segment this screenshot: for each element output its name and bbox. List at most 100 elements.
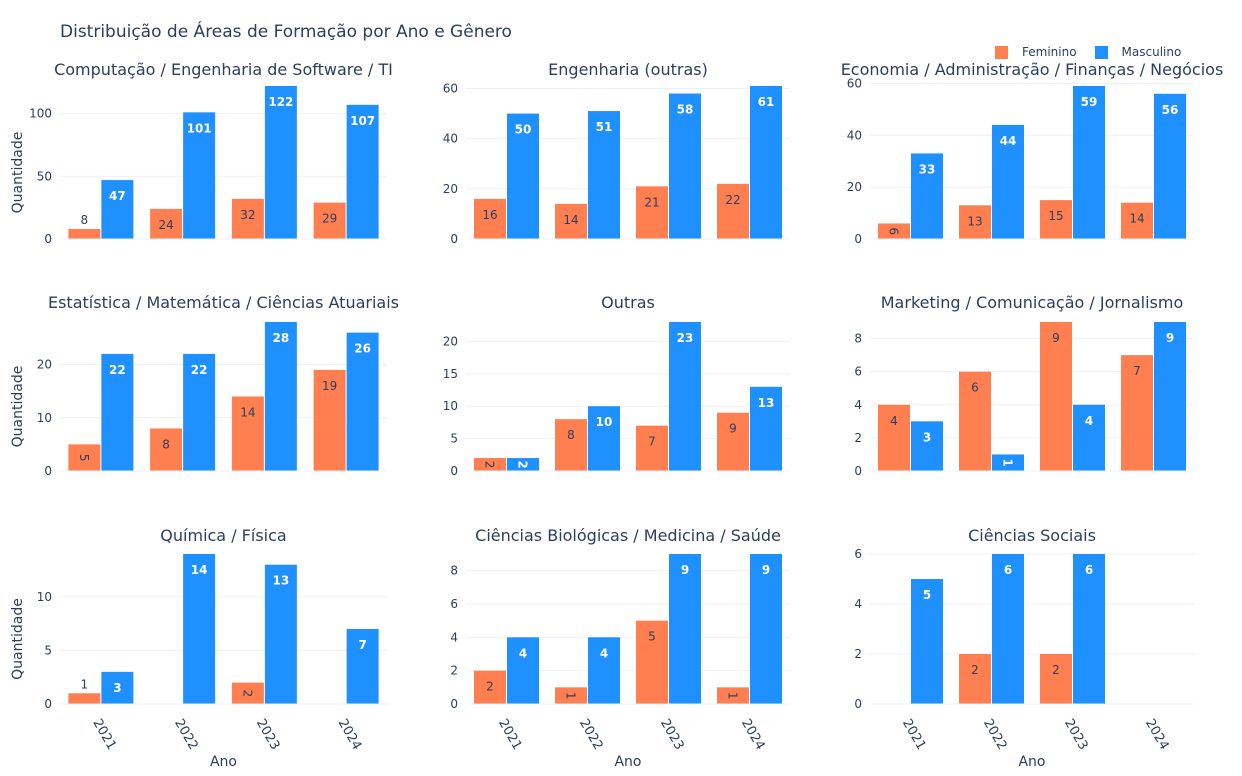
y-tick-label: 4: [854, 398, 862, 412]
bar-feminino[interactable]: [231, 682, 264, 704]
bar-feminino[interactable]: [231, 396, 264, 472]
y-tick-label: 8: [854, 332, 862, 346]
bar-feminino[interactable]: [717, 412, 749, 471]
y-tick-label: 2: [450, 664, 458, 678]
bar-masculino[interactable]: [992, 124, 1024, 239]
bar-masculino[interactable]: [183, 112, 216, 239]
bar-feminino[interactable]: [878, 404, 910, 471]
x-tick-label: 2023: [657, 717, 687, 753]
legend-item-feminino[interactable]: Feminino: [995, 45, 1077, 59]
bar-feminino[interactable]: [1121, 202, 1153, 239]
bar-feminino[interactable]: [68, 228, 101, 239]
bar-feminino[interactable]: [150, 428, 183, 471]
bar-feminino[interactable]: [555, 687, 587, 704]
bar-masculino[interactable]: [669, 93, 701, 239]
bar-masculino[interactable]: [101, 671, 134, 704]
bar-feminino[interactable]: [474, 458, 506, 471]
bar-masculino[interactable]: [346, 332, 379, 471]
bar-masculino[interactable]: [588, 637, 620, 704]
legend-label-feminino: Feminino: [1022, 45, 1077, 59]
bar-feminino[interactable]: [959, 205, 991, 239]
bar-feminino[interactable]: [959, 371, 991, 471]
bar-feminino[interactable]: [636, 186, 668, 239]
bar-feminino[interactable]: [959, 654, 991, 704]
bar-masculino[interactable]: [264, 564, 297, 704]
bar-feminino[interactable]: [231, 198, 264, 239]
data-label-masculino: 61: [758, 95, 775, 109]
bar-masculino[interactable]: [264, 322, 297, 471]
bar-feminino[interactable]: [1121, 355, 1153, 471]
bar-masculino[interactable]: [1154, 322, 1186, 471]
data-label-masculino: 10: [596, 415, 613, 429]
bar-feminino[interactable]: [878, 223, 910, 239]
bar-masculino[interactable]: [911, 421, 943, 471]
bar-feminino[interactable]: [1040, 322, 1072, 471]
bar-feminino[interactable]: [555, 203, 587, 239]
data-label-feminino: 2: [1052, 663, 1060, 677]
x-tick-label: 2024: [1142, 717, 1172, 753]
subplot-4: 0 10 20 Estatística / Matemática / Ciências…: [10, 293, 399, 478]
data-label-feminino: 2: [483, 461, 497, 469]
bar-masculino[interactable]: [101, 180, 134, 239]
bar-masculino[interactable]: [669, 322, 701, 471]
bar-feminino[interactable]: [68, 444, 101, 471]
bar-feminino[interactable]: [1040, 200, 1072, 239]
data-label-masculino: 101: [187, 121, 212, 135]
bar-masculino[interactable]: [750, 386, 782, 471]
bar-masculino[interactable]: [1154, 93, 1186, 239]
bar-feminino[interactable]: [555, 419, 587, 471]
bar-feminino[interactable]: [636, 425, 668, 471]
bar-feminino[interactable]: [313, 202, 346, 239]
x-tick-label: 2021: [89, 717, 119, 753]
bar-masculino[interactable]: [183, 554, 216, 704]
data-label-masculino: 4: [600, 646, 608, 660]
bar-feminino[interactable]: [68, 693, 101, 704]
data-label-feminino: 2: [240, 689, 254, 697]
bar-masculino[interactable]: [992, 554, 1024, 704]
legend[interactable]: Feminino Masculino: [995, 45, 1181, 59]
data-label-feminino: 1: [81, 677, 89, 691]
bar-masculino[interactable]: [588, 406, 620, 471]
data-label-feminino: 14: [563, 213, 578, 227]
bar-masculino[interactable]: [264, 86, 297, 239]
bar-masculino[interactable]: [1073, 554, 1105, 704]
y-tick-label: 5: [450, 432, 458, 446]
legend-item-masculino[interactable]: Masculino: [1094, 45, 1181, 59]
y-axis-title: Quantidade: [10, 366, 26, 448]
bar-feminino[interactable]: [636, 620, 668, 704]
bar-masculino[interactable]: [507, 458, 539, 471]
bar-masculino[interactable]: [183, 353, 216, 471]
y-tick-label: 100: [29, 107, 52, 121]
bar-feminino[interactable]: [717, 687, 749, 704]
bar-masculino[interactable]: [1073, 404, 1105, 471]
x-axis-title: Ano: [1018, 754, 1045, 770]
bar-masculino[interactable]: [750, 554, 782, 704]
bar-masculino[interactable]: [750, 86, 782, 239]
bar-feminino[interactable]: [717, 183, 749, 239]
bar-masculino[interactable]: [346, 104, 379, 239]
bar-masculino[interactable]: [346, 629, 379, 704]
y-axis-title: Quantidade: [10, 132, 26, 214]
data-label-masculino: 6: [1004, 563, 1012, 577]
bar-masculino[interactable]: [101, 353, 134, 471]
data-label-feminino: 4: [890, 414, 898, 428]
bar-masculino[interactable]: [911, 153, 943, 239]
bar-feminino[interactable]: [474, 198, 506, 239]
bar-feminino[interactable]: [313, 369, 346, 471]
bar-masculino[interactable]: [507, 113, 539, 239]
bar-masculino[interactable]: [911, 579, 943, 704]
bar-masculino[interactable]: [1073, 86, 1105, 239]
bar-masculino[interactable]: [588, 111, 620, 239]
y-axis-title: Quantidade: [10, 598, 26, 680]
bar-masculino[interactable]: [669, 554, 701, 704]
subplot-5: 0 5 10 15 20 Outras 2 2 8 10 7 23 9 13: [443, 293, 790, 478]
bar-feminino[interactable]: [1040, 654, 1072, 704]
bar-masculino[interactable]: [992, 454, 1024, 471]
bar-feminino[interactable]: [474, 670, 506, 704]
bar-feminino[interactable]: [150, 208, 183, 239]
bar-masculino[interactable]: [507, 637, 539, 704]
data-label-masculino: 58: [677, 103, 694, 117]
data-label-masculino: 50: [515, 123, 532, 137]
